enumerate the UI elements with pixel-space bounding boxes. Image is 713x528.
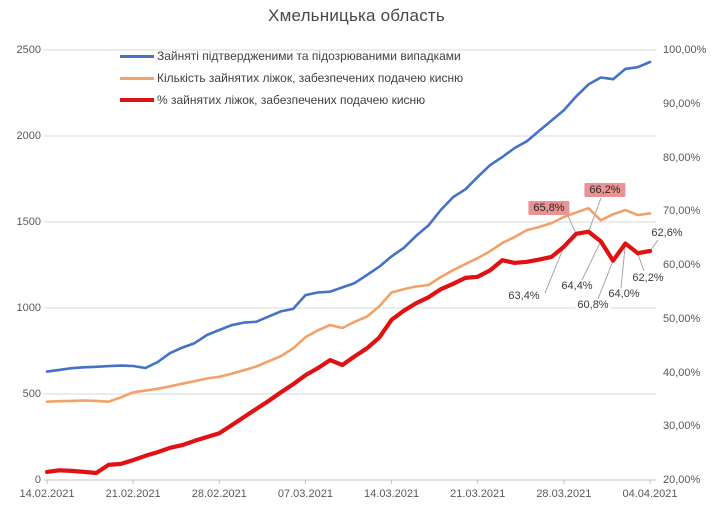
- data-label-highlighted: 65,8%: [528, 201, 570, 215]
- legend-item: Кількість зайнятих ліжок, забезпечених п…: [120, 67, 463, 89]
- legend-line-swatch-orange: [120, 76, 154, 80]
- annotation-leader-line: [566, 213, 577, 235]
- data-label: 64,0%: [606, 288, 642, 300]
- annotation-leader-line: [597, 260, 614, 300]
- chart-title: Хмельницька область: [268, 6, 445, 25]
- legend-label: % зайнятих ліжок, забезпечених подачею к…: [157, 93, 426, 107]
- legend-label: Зайняті підтвердженими та підозрюваними …: [157, 49, 461, 63]
- y-axis-right-tick-label: 80,00%: [663, 151, 701, 164]
- legend-item: Зайняті підтвердженими та підозрюваними …: [120, 45, 463, 67]
- x-axis-tick-label: 04.04.2021: [622, 488, 678, 500]
- annotation-leader-line: [620, 243, 626, 289]
- annotation-leader-line: [637, 253, 645, 272]
- data-label: 60,8%: [575, 299, 611, 311]
- y-axis-left-tick-label: 1500: [16, 216, 41, 228]
- y-axis-right-tick-label: 50,00%: [663, 312, 701, 325]
- x-axis-tick-label: 14.03.2021: [364, 488, 420, 500]
- annotation-leader-line: [649, 239, 659, 252]
- y-axis-right-tick-label: 20,00%: [663, 474, 701, 486]
- x-axis-tick-label: 28.02.2021: [191, 488, 247, 500]
- y-axis-left-tick-label: 500: [22, 388, 41, 400]
- annotation-leader-line: [581, 241, 602, 281]
- data-label: 62,2%: [630, 272, 666, 284]
- series-line-orange: [45, 206, 652, 404]
- y-axis-left-tick-label: 1000: [16, 302, 41, 314]
- legend-item: % зайнятих ліжок, забезпечених подачею к…: [120, 89, 463, 111]
- y-axis-left-tick-label: 2000: [16, 130, 41, 142]
- data-label: 64,4%: [559, 280, 595, 292]
- data-label: 62,6%: [649, 227, 685, 239]
- legend-line-swatch-red: [120, 98, 154, 102]
- legend: Зайняті підтвердженими та підозрюваними …: [120, 45, 463, 111]
- y-axis-right-tick-label: 90,00%: [663, 97, 701, 110]
- x-axis-tick-label: 21.03.2021: [450, 488, 506, 500]
- series-line-red: [44, 229, 653, 476]
- data-label-highlighted: 66,2%: [584, 183, 626, 197]
- series-line-blue: [45, 60, 652, 373]
- y-axis-right-tick-label: 100,00%: [663, 44, 707, 56]
- x-axis-tick-label: 14.02.2021: [19, 488, 75, 500]
- y-axis-right-tick-label: 40,00%: [663, 366, 701, 379]
- y-axis-right-tick-label: 30,00%: [663, 420, 701, 433]
- x-axis-tick-label: 28.03.2021: [536, 488, 592, 500]
- legend-label: Кількість зайнятих ліжок, забезпечених п…: [157, 71, 464, 85]
- y-axis-right-tick-label: 70,00%: [663, 205, 701, 218]
- y-axis-left-tick-label: 2500: [16, 44, 41, 56]
- y-axis-right-tick-label: 60,00%: [663, 259, 701, 271]
- annotation-leader-line: [544, 246, 565, 294]
- x-axis-tick-label: 21.02.2021: [105, 488, 161, 500]
- data-label: 63,4%: [506, 290, 542, 302]
- x-axis-tick-label: 07.03.2021: [277, 488, 333, 500]
- legend-line-swatch-blue: [120, 54, 154, 58]
- y-axis-left-tick-label: 0: [34, 474, 41, 486]
